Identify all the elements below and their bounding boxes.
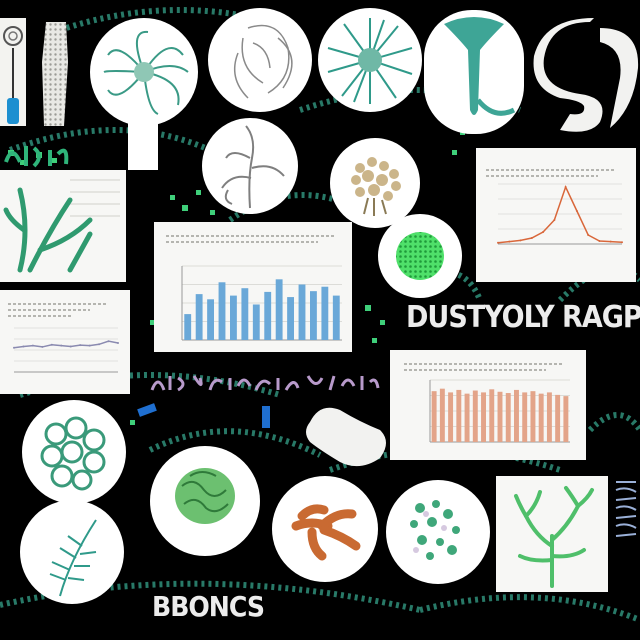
point [88, 344, 91, 347]
flat-line-chart-plot [8, 303, 119, 373]
bar [230, 295, 237, 340]
bar [481, 392, 486, 442]
bar [431, 391, 437, 442]
bar [555, 394, 561, 442]
radial-teal-illustration [318, 8, 422, 112]
scattered-cells-illustration [386, 480, 490, 584]
point [98, 343, 101, 346]
green-brain-illustration [150, 446, 260, 556]
point [609, 240, 612, 243]
orange-bar-chart-plot [404, 363, 570, 443]
orange-bar-chart [390, 350, 586, 460]
point [508, 240, 511, 243]
bar [332, 295, 340, 340]
point [107, 340, 110, 343]
bar [489, 389, 495, 442]
bar [456, 389, 462, 442]
bar [464, 393, 470, 442]
green-branch-illustration [496, 476, 608, 592]
bar [530, 391, 536, 442]
point [598, 240, 601, 242]
blue-bar-chart-plot [166, 235, 342, 341]
point [621, 241, 623, 244]
bar [546, 392, 552, 442]
green-polyp-illustration [88, 10, 200, 170]
bar [275, 279, 283, 340]
flat-line-chart [0, 290, 130, 394]
bar [287, 297, 294, 340]
bar [538, 393, 544, 442]
white-pebble-illustration [300, 402, 392, 474]
bar [241, 288, 249, 340]
gray-swirl-illustration [530, 18, 640, 136]
doodle-glyphs-left [2, 138, 82, 172]
point [22, 345, 25, 348]
series-line [13, 340, 119, 349]
bar [448, 392, 454, 442]
bar [195, 294, 203, 340]
gray-branch-illustration [202, 118, 298, 214]
bar [439, 388, 445, 442]
point [530, 237, 533, 239]
point [50, 343, 53, 346]
bar [184, 314, 192, 340]
teal-trumpet-illustration [424, 10, 524, 134]
point [542, 231, 545, 233]
point [31, 344, 34, 347]
bar [497, 391, 503, 442]
peak-line-chart-plot [486, 169, 623, 245]
point [41, 345, 44, 348]
green-cluster-illustration [22, 400, 126, 504]
bar [218, 282, 226, 340]
glyph-column-right [612, 476, 640, 546]
lime-blob-illustration [378, 214, 462, 298]
gray-sketch-illustration [208, 8, 312, 112]
bar [252, 304, 260, 340]
point [13, 346, 15, 349]
point [117, 341, 119, 344]
peak-line-chart [476, 148, 636, 282]
bar [207, 299, 214, 340]
beige-coral-illustration [330, 138, 420, 228]
point [69, 345, 72, 348]
bar [264, 291, 272, 340]
teal-fern-illustration [20, 500, 124, 604]
series-line [497, 185, 623, 244]
point [497, 241, 499, 244]
bar [310, 291, 317, 340]
bar [298, 284, 306, 340]
green-fan-illustration [0, 170, 126, 282]
bar [472, 390, 478, 442]
point [60, 344, 63, 347]
seahorse-hourglass-illustration [0, 18, 26, 126]
footer-text: BBONCS [152, 590, 265, 623]
glyph-strip [148, 372, 380, 394]
bar [563, 396, 569, 442]
point [79, 344, 82, 347]
bar [514, 389, 519, 442]
point [519, 239, 522, 242]
point [587, 234, 590, 236]
bar [505, 393, 511, 442]
lace-column-illustration [38, 22, 72, 126]
headline-text: DUSTYOLY RAGP [406, 300, 640, 335]
bar [522, 392, 528, 442]
point [575, 210, 578, 212]
point [564, 186, 567, 188]
blue-bar-chart [154, 222, 352, 352]
point [553, 219, 556, 221]
bar [321, 286, 329, 340]
orange-coral-illustration [272, 476, 378, 582]
